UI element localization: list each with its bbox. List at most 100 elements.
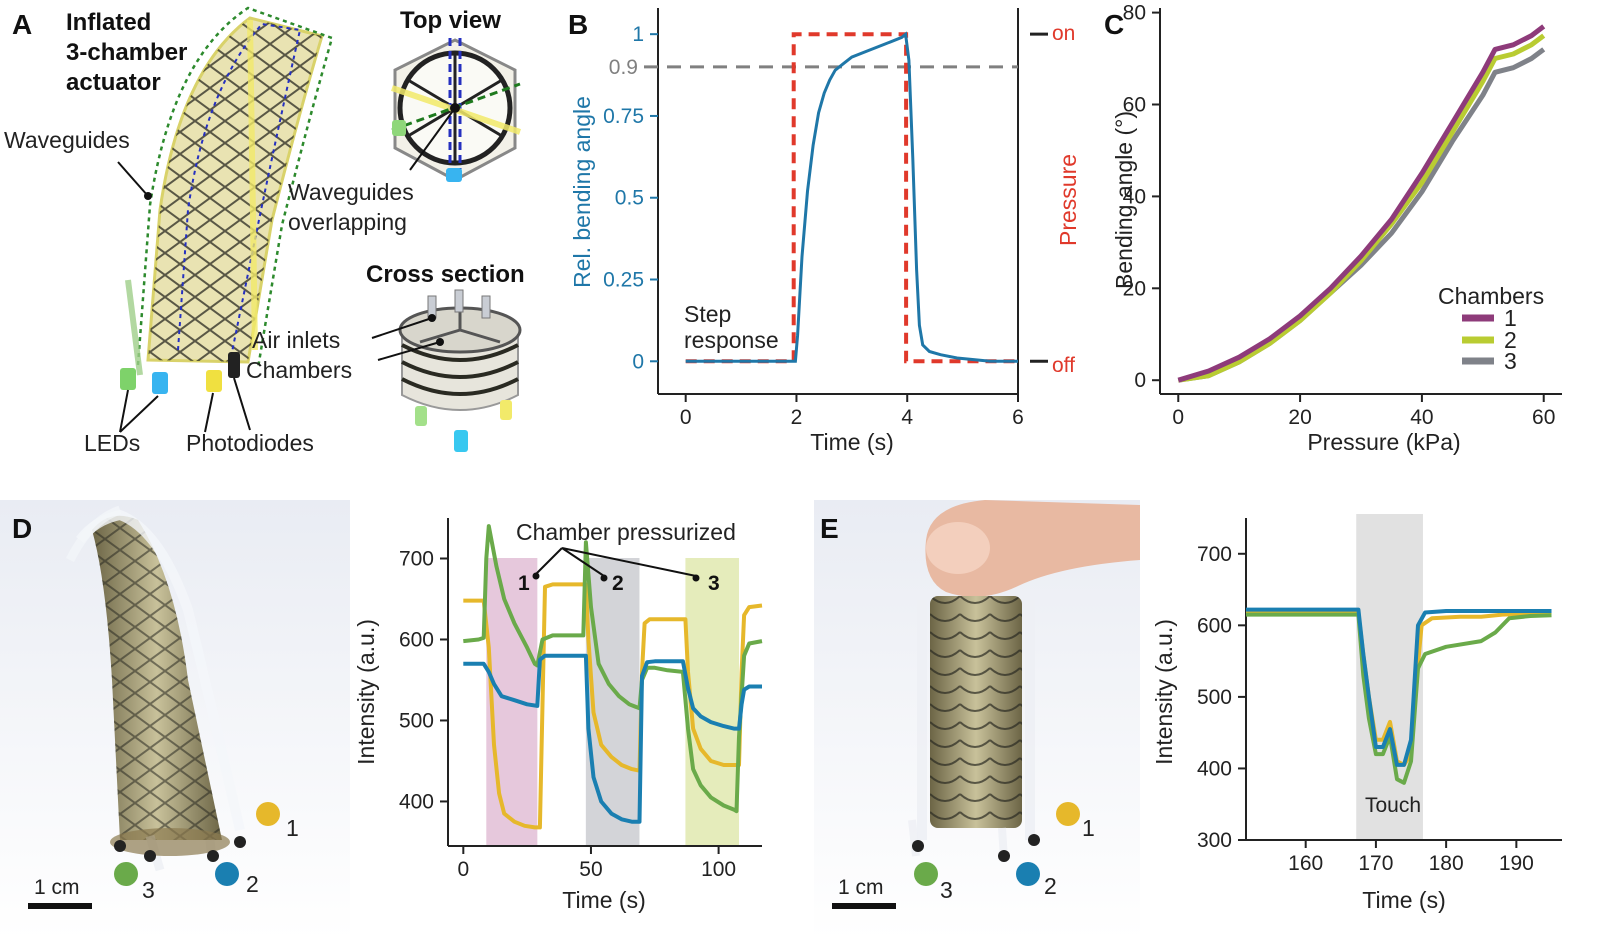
x-tick-label: 180 bbox=[1429, 852, 1464, 875]
y-tick-label: 400 bbox=[1197, 757, 1232, 780]
led-green-icon bbox=[120, 368, 136, 390]
x-tick-label: 160 bbox=[1288, 852, 1323, 875]
y-tick-label: 500 bbox=[399, 709, 434, 732]
chart-d-x-ticks: 0 50 100 bbox=[457, 846, 736, 881]
chart-e-x-axis-label: Time (s) bbox=[1362, 887, 1445, 913]
x-tick-label: 0 bbox=[1172, 406, 1184, 429]
chamber-2-series bbox=[1177, 33, 1546, 383]
label-overlap-line1: Waveguides bbox=[288, 179, 414, 205]
x-tick-label: 100 bbox=[701, 858, 736, 881]
panel-e-scale-label: 1 cm bbox=[838, 876, 884, 899]
label-overlap-line2: overlapping bbox=[288, 209, 407, 235]
sensor-green-series bbox=[463, 524, 763, 814]
x-tick-label: 6 bbox=[1012, 406, 1024, 429]
panel-e-label-2: 2 bbox=[1044, 873, 1057, 899]
sensor-1-dot-icon bbox=[256, 802, 280, 826]
panel-d-label-2: 2 bbox=[246, 871, 259, 897]
chart-d-annotation-pointers bbox=[535, 547, 697, 577]
touch-sensor-1-dot-icon bbox=[1056, 802, 1080, 826]
chart-b-threshold-label: 0.9 bbox=[609, 56, 638, 79]
pressurized-region bbox=[585, 558, 640, 846]
y-tick-label: 400 bbox=[399, 790, 434, 813]
panel-e-label-3: 3 bbox=[940, 877, 953, 903]
x-tick-label: 190 bbox=[1499, 852, 1534, 875]
chart-d-marker-1: 1 bbox=[518, 572, 530, 595]
label-top-view: Top view bbox=[400, 7, 501, 34]
touch-sensor-3-dot-icon bbox=[914, 862, 938, 886]
legend-label-3: 3 bbox=[1504, 348, 1517, 374]
chart-c-x-ticks: 0 20 40 60 bbox=[1172, 394, 1555, 429]
y-tick-label: 700 bbox=[399, 547, 434, 570]
pressurized-region bbox=[486, 558, 538, 846]
y-tick-label: 0.75 bbox=[603, 105, 644, 128]
y-tick-label: 1 bbox=[632, 23, 644, 46]
chart-d-y-axis-label: Intensity (a.u.) bbox=[353, 619, 379, 765]
photodiode-yellow-icon bbox=[206, 370, 222, 392]
x-tick-label: 60 bbox=[1532, 406, 1555, 429]
panel-a-title-line2: 3-chamber bbox=[66, 39, 187, 66]
y-tick-label: 60 bbox=[1123, 94, 1146, 117]
x-tick-label: 40 bbox=[1410, 406, 1433, 429]
label-photodiodes: Photodiodes bbox=[186, 430, 314, 456]
chart-d-annotation: Chamber pressurized bbox=[516, 519, 736, 545]
touch-sensor-blue-series bbox=[1246, 607, 1552, 767]
chart-d-marker-2: 2 bbox=[612, 572, 624, 595]
pressure-series bbox=[685, 32, 1018, 364]
chart-c-legend-title: Chambers bbox=[1438, 283, 1544, 309]
panel-d: D 1 2 3 1 cm bbox=[0, 500, 350, 940]
panel-e: E 1 2 3 1 cm bbox=[814, 500, 1140, 940]
chart-d-marker-3: 3 bbox=[708, 572, 720, 595]
chart-c-plot bbox=[1159, 8, 1562, 395]
chart-b-y-ticks: 0 0.25 0.5 0.75 1 bbox=[603, 23, 658, 373]
panel-e-letter: E bbox=[820, 513, 839, 544]
y-tick-label: 80 bbox=[1123, 2, 1146, 25]
y-tick-label: 0.25 bbox=[603, 269, 644, 292]
chart-b-y-axis-label: Rel. bending angle bbox=[569, 96, 595, 288]
finger-photo bbox=[925, 500, 1140, 597]
touch-sensor-2-dot-icon bbox=[1016, 862, 1040, 886]
sensor-blue-series bbox=[463, 653, 762, 824]
y-tick-label: 0 bbox=[632, 350, 644, 373]
y-tick-label: 600 bbox=[1197, 614, 1232, 637]
panel-d-scale-label: 1 cm bbox=[34, 876, 80, 899]
chamber-1-series bbox=[1177, 24, 1546, 383]
chart-e-y-axis-label: Intensity (a.u.) bbox=[1151, 619, 1177, 765]
panel-a-letter: A bbox=[12, 9, 32, 40]
label-leds: LEDs bbox=[84, 430, 140, 456]
chart-b-plot bbox=[644, 8, 1048, 395]
label-chambers: Chambers bbox=[246, 357, 352, 383]
x-tick-label: 0 bbox=[680, 406, 692, 429]
sensor-3-dot-icon bbox=[114, 862, 138, 886]
chart-b-x-axis-label: Time (s) bbox=[810, 429, 893, 455]
chart-c-legend: 1 2 3 bbox=[1462, 305, 1517, 374]
label-air-inlets: Air inlets bbox=[252, 327, 340, 353]
panel-d-letter: D bbox=[12, 513, 32, 544]
panel-d-label-3: 3 bbox=[142, 877, 155, 903]
top-view-illustration bbox=[391, 38, 521, 182]
cross-section-illustration bbox=[371, 289, 522, 452]
actuator-illustration bbox=[117, 6, 334, 433]
sensor-2-dot-icon bbox=[215, 862, 239, 886]
legend-label-1: 1 bbox=[1504, 305, 1517, 331]
chart-b-letter: B bbox=[568, 9, 588, 40]
led-blue-icon bbox=[152, 372, 168, 394]
y-tick-label: 20 bbox=[1123, 277, 1146, 300]
x-tick-label: 20 bbox=[1288, 406, 1311, 429]
bent-actuator-photo bbox=[65, 505, 246, 872]
label-cross-section: Cross section bbox=[366, 261, 525, 288]
chart-b: B 0 2 4 6 0 0.25 0.5 0.75 1 Time (s) Rel. bendi… bbox=[568, 8, 1081, 455]
y-tick-label: 300 bbox=[1197, 829, 1232, 852]
x-tick-label: 170 bbox=[1358, 852, 1393, 875]
photodiode-dark-icon bbox=[228, 352, 240, 378]
y-tick-label: 600 bbox=[399, 628, 434, 651]
y-tick-label: 500 bbox=[1197, 686, 1232, 709]
chart-c: C 0 20 40 60 0 20 40 60 80 Pressure (kPa) Bendi… bbox=[1104, 2, 1562, 455]
chart-b-annotation-line2: response bbox=[684, 327, 779, 353]
y-tick-label: 40 bbox=[1123, 185, 1146, 208]
chart-b-annotation-line1: Step bbox=[684, 301, 731, 327]
chart-d-y-ticks: 400 500 600 700 bbox=[399, 547, 448, 813]
chart-e-annotation: Touch bbox=[1365, 794, 1421, 817]
chart-d-x-axis-label: Time (s) bbox=[562, 887, 645, 913]
legend-label-2: 2 bbox=[1504, 327, 1517, 353]
panel-a-title-line3: actuator bbox=[66, 69, 161, 96]
